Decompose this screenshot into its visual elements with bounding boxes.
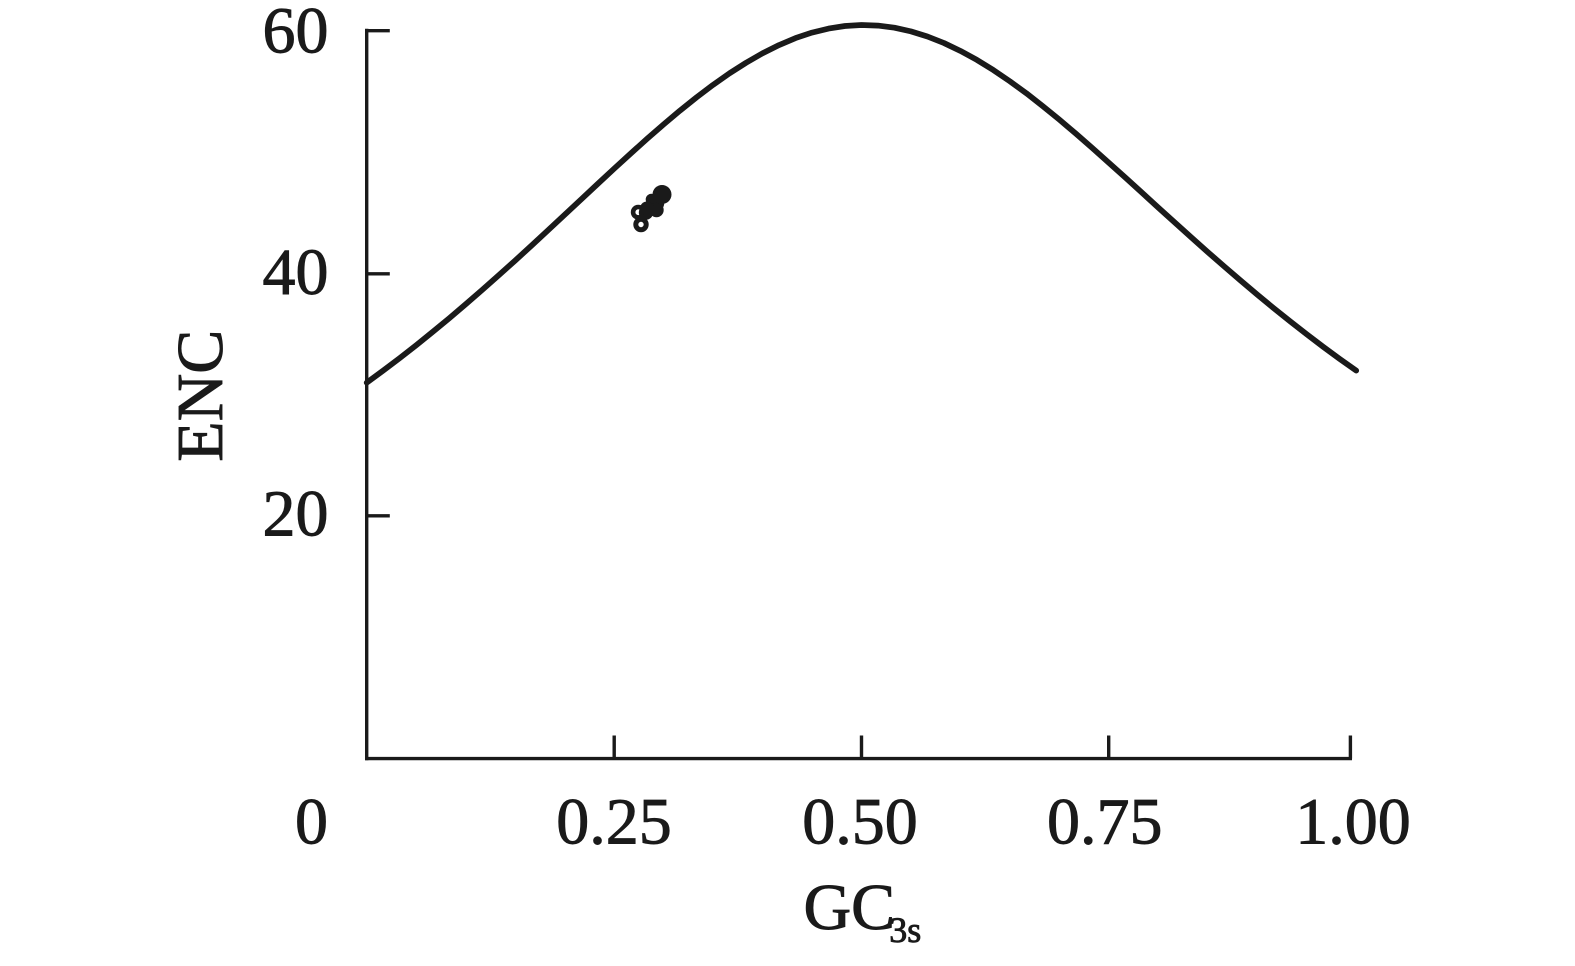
svg-text:0.75: 0.75 [1047,786,1163,859]
svg-text:60: 60 [263,0,329,68]
svg-text:0.25: 0.25 [556,786,672,859]
svg-text:20: 20 [263,478,329,551]
svg-text:ENC: ENC [164,330,237,462]
svg-text:1.00: 1.00 [1295,786,1411,859]
svg-text:0.50: 0.50 [802,786,918,859]
svg-text:40: 40 [263,236,329,309]
svg-text:GC3s: GC3s [804,871,922,950]
svg-text:0: 0 [295,786,328,859]
